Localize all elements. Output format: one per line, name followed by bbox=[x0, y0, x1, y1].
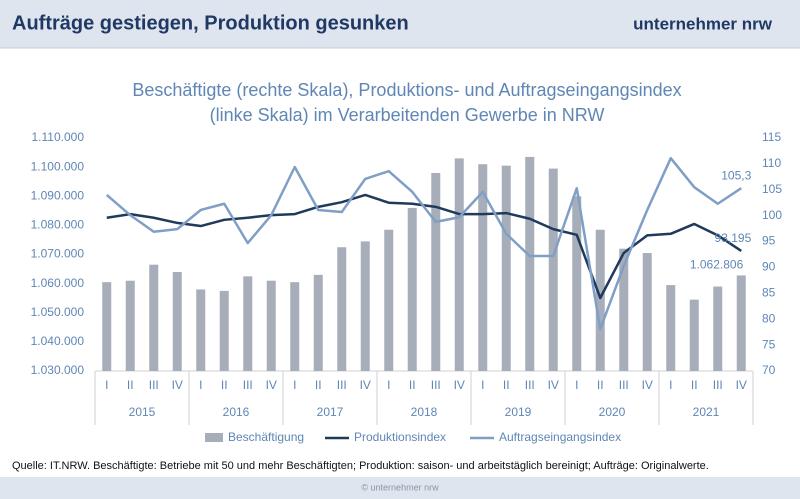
bar bbox=[572, 196, 582, 371]
y2-tick-label: 115 bbox=[762, 130, 781, 144]
header-band bbox=[0, 0, 800, 48]
year-label: 2015 bbox=[129, 405, 156, 419]
x-tick-label: I bbox=[293, 378, 296, 392]
data-label: 93,195 bbox=[715, 231, 752, 245]
x-tick-label: I bbox=[199, 378, 202, 392]
bar bbox=[478, 164, 488, 371]
x-tick-label: II bbox=[315, 378, 322, 392]
bar bbox=[360, 241, 370, 371]
bar bbox=[689, 299, 699, 371]
x-tick-label: I bbox=[105, 378, 108, 392]
bar bbox=[454, 158, 464, 371]
bar bbox=[172, 271, 182, 371]
bar bbox=[243, 276, 253, 371]
bar bbox=[548, 168, 558, 371]
y-tick-label: 1.070.000 bbox=[31, 247, 85, 261]
bar bbox=[125, 280, 135, 371]
x-tick-label: III bbox=[619, 378, 629, 392]
x-tick-label: I bbox=[481, 378, 484, 392]
bar bbox=[407, 207, 417, 371]
bar bbox=[149, 264, 159, 371]
year-label: 2018 bbox=[411, 405, 438, 419]
x-tick-label: III bbox=[337, 378, 347, 392]
year-label: 2017 bbox=[317, 405, 344, 419]
y-tick-label: 1.090.000 bbox=[31, 188, 85, 202]
data-label: 1.062.806 bbox=[690, 258, 744, 272]
y2-tick-label: 95 bbox=[762, 234, 776, 248]
bar bbox=[431, 172, 441, 371]
year-label: 2019 bbox=[505, 405, 532, 419]
y2-tick-label: 90 bbox=[762, 260, 776, 274]
bar bbox=[713, 286, 723, 371]
legend-swatch bbox=[205, 433, 223, 442]
y-tick-label: 1.110.000 bbox=[32, 130, 85, 144]
bar bbox=[525, 156, 535, 371]
legend-label: Auftragseingangsindex bbox=[499, 430, 621, 444]
x-tick-label: III bbox=[525, 378, 535, 392]
x-tick-label: II bbox=[597, 378, 604, 392]
page-title: Aufträge gestiegen, Produktion gesunken bbox=[12, 12, 409, 34]
x-tick-label: II bbox=[409, 378, 416, 392]
line bbox=[105, 156, 742, 331]
year-label: 2020 bbox=[599, 405, 626, 419]
y-tick-label: 1.080.000 bbox=[31, 218, 85, 232]
year-label: 2016 bbox=[223, 405, 250, 419]
bar bbox=[619, 248, 629, 371]
bar bbox=[736, 275, 746, 371]
x-tick-label: IV bbox=[172, 378, 183, 392]
bar bbox=[384, 229, 394, 371]
y-tick-label: 1.100.000 bbox=[31, 159, 85, 173]
y2-tick-label: 85 bbox=[762, 286, 776, 300]
x-tick-label: IV bbox=[360, 378, 371, 392]
bar bbox=[313, 274, 323, 371]
y2-tick-label: 75 bbox=[762, 337, 776, 351]
legend-label: Produktionsindex bbox=[354, 430, 446, 444]
x-tick-label: III bbox=[149, 378, 159, 392]
x-tick-label: II bbox=[127, 378, 134, 392]
chart-title: Beschäftigte (rechte Skala), Produktions… bbox=[132, 80, 681, 100]
footer-band bbox=[0, 477, 800, 499]
footer: © unternehmer nrw bbox=[361, 482, 439, 492]
x-tick-label: IV bbox=[454, 378, 465, 392]
y2-tick-label: 80 bbox=[762, 311, 776, 325]
legend-label: Beschäftigung bbox=[228, 430, 304, 444]
x-tick-label: I bbox=[387, 378, 390, 392]
y-tick-label: 1.040.000 bbox=[31, 334, 85, 348]
y-tick-label: 1.060.000 bbox=[31, 276, 85, 290]
y2-tick-label: 100 bbox=[762, 208, 782, 222]
bar bbox=[196, 289, 206, 371]
x-tick-label: II bbox=[691, 378, 698, 392]
x-tick-label: IV bbox=[548, 378, 559, 392]
x-tick-label: IV bbox=[642, 378, 653, 392]
year-label: 2021 bbox=[693, 405, 720, 419]
bar bbox=[102, 282, 112, 371]
bar bbox=[337, 247, 347, 371]
bar bbox=[266, 280, 276, 371]
x-tick-label: II bbox=[503, 378, 510, 392]
bar bbox=[501, 165, 511, 371]
x-tick-label: III bbox=[431, 378, 441, 392]
bar bbox=[666, 285, 676, 371]
bar bbox=[642, 253, 652, 371]
y-tick-label: 1.030.000 bbox=[31, 363, 85, 377]
y2-tick-label: 105 bbox=[762, 182, 782, 196]
x-tick-label: I bbox=[575, 378, 578, 392]
x-tick-label: IV bbox=[736, 378, 747, 392]
bar bbox=[595, 229, 605, 371]
logo: unternehmer nrw bbox=[633, 14, 773, 33]
x-tick-label: III bbox=[713, 378, 723, 392]
x-tick-label: IV bbox=[266, 378, 277, 392]
x-tick-label: III bbox=[243, 378, 253, 392]
footnote: Quelle: IT.NRW. Beschäftigte: Betriebe m… bbox=[12, 460, 709, 472]
y2-tick-label: 70 bbox=[762, 363, 776, 377]
x-tick-label: I bbox=[669, 378, 672, 392]
data-label: 105,3 bbox=[721, 168, 751, 182]
y2-tick-label: 110 bbox=[762, 156, 781, 170]
bar bbox=[219, 290, 229, 371]
x-tick-label: II bbox=[221, 378, 228, 392]
chart-title: (linke Skala) im Verarbeitenden Gewerbe … bbox=[210, 105, 605, 125]
bar bbox=[290, 282, 300, 371]
y-tick-label: 1.050.000 bbox=[31, 305, 85, 319]
